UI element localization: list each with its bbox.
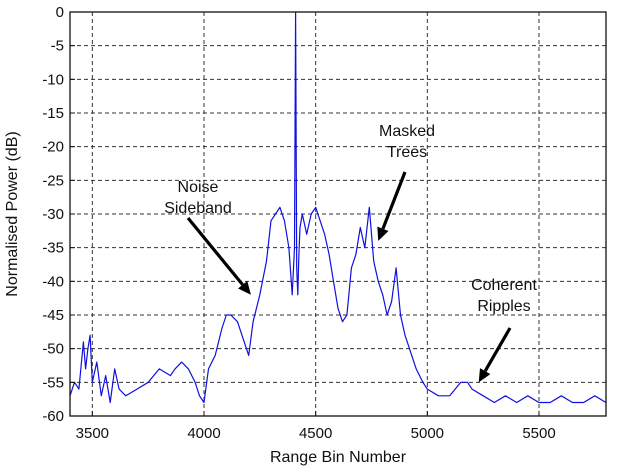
x-tick-label: 4000 [187,425,220,442]
annotation-arrowhead [238,280,251,295]
annotation-text: Sideband [164,200,232,217]
annotation-arrowhead [478,368,491,383]
y-tick-label: -35 [42,240,64,257]
series-layer [69,11,607,404]
y-tick-label: -60 [42,408,64,425]
y-tick-label: -55 [42,374,64,391]
annotation-arrowhead [377,226,389,241]
y-tick-label: -20 [42,139,64,156]
y-tick-label: -10 [42,71,64,88]
y-tick-label: -15 [42,105,64,122]
x-axis-ticks: 3500 4000 4500 5000 5500 [76,411,556,442]
annotation-arrow [483,327,512,372]
x-tick-label: 4500 [299,425,332,442]
y-tick-label: -45 [42,307,64,324]
y-tick-label: 0 [56,4,64,21]
grid [70,12,606,416]
series-line [69,11,607,404]
y-tick-label: -5 [51,38,64,55]
y-axis-label: Normalised Power (dB) [4,131,21,296]
x-tick-label: 5000 [411,425,444,442]
x-axis-label: Range Bin Number [270,449,407,466]
annotations: Noise Sideband Masked Trees Coherent Ripples [164,123,537,383]
y-tick-label: -30 [42,206,64,223]
annotation-text: Ripples [477,298,530,315]
y-tick-label: -40 [42,273,64,290]
y-tick-label: -50 [42,341,64,358]
x-tick-label: 3500 [76,425,109,442]
y-axis-ticks: 0 -5 -10 -15 -20 -25 -30 -35 -40 -45 -50 -55 -60 [42,4,75,425]
annotation-text: Masked [379,123,435,140]
x-tick-label: 5500 [522,425,555,442]
y-tick-label: -25 [42,172,64,189]
annotation-text: Trees [387,144,427,161]
annotation-arrow [381,171,407,230]
annotation-text: Coherent [471,277,537,294]
annotation-arrow [186,216,244,286]
annotation-text: Noise [178,179,219,196]
